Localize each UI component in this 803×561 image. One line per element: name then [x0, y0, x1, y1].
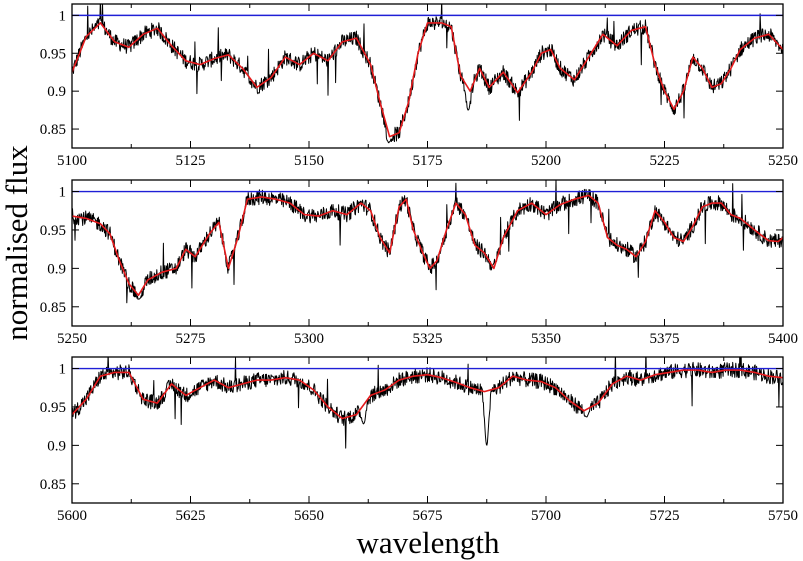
y-tick-label: 1 — [59, 362, 67, 378]
model-spectrum-line — [72, 194, 783, 297]
x-tick-label: 5225 — [650, 153, 680, 169]
x-axis-label: wavelength — [357, 525, 500, 560]
x-tick-label: 5150 — [294, 153, 324, 169]
x-tick-label: 5100 — [57, 153, 87, 169]
x-tick-label: 5400 — [768, 331, 798, 347]
x-tick-label: 5725 — [650, 508, 680, 524]
model-spectrum-line — [72, 369, 783, 420]
observed-spectrum-line — [72, 357, 783, 449]
y-tick-label: 0.9 — [47, 84, 66, 100]
x-tick-label: 5250 — [57, 331, 87, 347]
x-tick-label: 5325 — [413, 331, 443, 347]
y-tick-label: 0.85 — [40, 300, 66, 316]
y-tick-label: 0.95 — [40, 46, 66, 62]
x-tick-label: 5650 — [294, 508, 324, 524]
x-tick-label: 5700 — [531, 508, 561, 524]
spectrum-panel-2: 5250 5275 5300 5325 5350 5375 5400 0.85 0.9 0.95 1 — [40, 179, 798, 347]
x-tick-label: 5175 — [413, 153, 443, 169]
observed-spectrum-line — [72, 4, 783, 144]
panel-frame — [71, 179, 784, 327]
x-tick-label: 5250 — [768, 153, 798, 169]
x-tick-label: 5300 — [294, 331, 324, 347]
y-tick-label: 0.9 — [47, 438, 66, 454]
x-tick-label: 5350 — [531, 331, 561, 347]
model-spectrum-line — [72, 22, 783, 138]
y-tick-label: 1 — [59, 8, 67, 24]
y-tick-label: 0.9 — [47, 261, 66, 277]
y-tick-label: 0.85 — [40, 122, 66, 138]
y-tick-label: 1 — [59, 185, 67, 201]
y-tick-label: 0.85 — [40, 477, 66, 493]
x-tick-label: 5125 — [176, 153, 206, 169]
x-tick-label: 5600 — [57, 508, 87, 524]
observed-spectrum-line — [72, 180, 783, 304]
x-tick-label: 5375 — [650, 331, 680, 347]
x-tick-label: 5625 — [176, 508, 206, 524]
x-tick-label: 5750 — [768, 508, 798, 524]
spectrum-panel-3: 5600 5625 5650 5675 5700 5725 5750 0.85 0.9 0.95 1 — [40, 356, 798, 524]
y-tick-label: 0.95 — [40, 400, 66, 416]
y-tick-label: 0.95 — [40, 223, 66, 239]
x-tick-label: 5275 — [176, 331, 206, 347]
x-tick-label: 5675 — [413, 508, 443, 524]
spectrum-panel-1: 5100 5125 5150 5175 5200 5225 5250 0.85 0.9 0.95 1 — [40, 3, 798, 169]
y-axis-label: normalised flux — [0, 145, 34, 341]
x-tick-label: 5200 — [531, 153, 561, 169]
